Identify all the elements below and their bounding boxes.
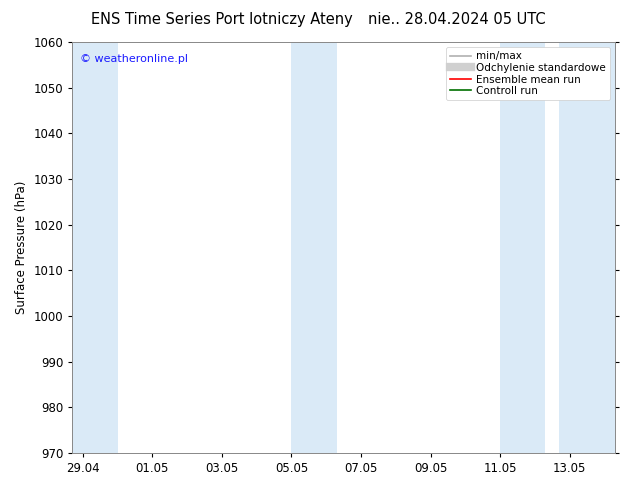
Text: © weatheronline.pl: © weatheronline.pl [81,54,188,64]
Bar [559,42,615,453]
Text: nie.. 28.04.2024 05 UTC: nie.. 28.04.2024 05 UTC [368,12,545,27]
Bar [72,42,117,453]
Text: ENS Time Series Port lotniczy Ateny: ENS Time Series Port lotniczy Ateny [91,12,353,27]
Legend: min/max, Odchylenie standardowe, Ensemble mean run, Controll run: min/max, Odchylenie standardowe, Ensembl… [446,47,610,100]
Bar [292,42,337,453]
Y-axis label: Surface Pressure (hPa): Surface Pressure (hPa) [15,181,28,314]
Bar [500,42,545,453]
